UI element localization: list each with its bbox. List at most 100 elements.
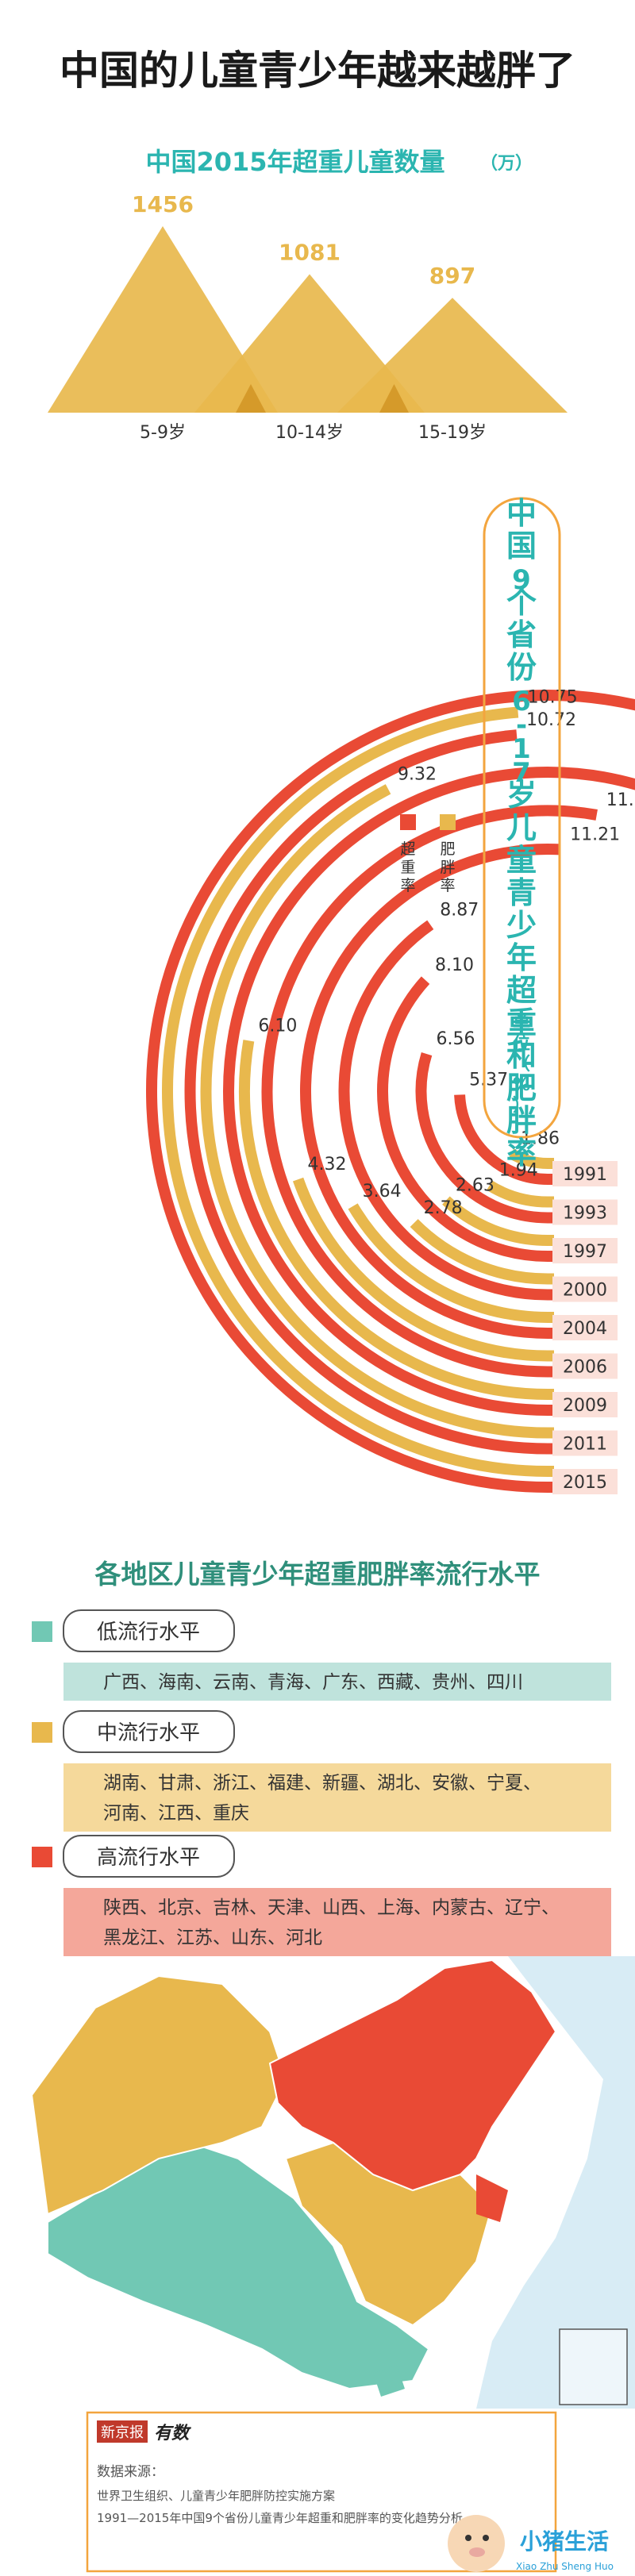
svg-text:6: 6 [512,686,531,717]
svg-text:位: 位 [513,1033,530,1054]
year-label: 1997 [563,1242,607,1262]
population-chart-title: 中国2015年超重儿童数量 [145,147,444,177]
rate-value-label: 1.94 [499,1161,538,1181]
year-label: 1993 [563,1204,607,1224]
year-band [552,1469,618,1494]
level-pill [63,1835,235,1878]
year-label: 2015 [563,1473,607,1493]
svg-text:超: 超 [506,973,537,1008]
region-low-hainan [373,2365,405,2397]
svg-text:青: 青 [506,875,537,910]
year-bands: 1991 1993 1997 2000 2004 2006 2009 2011 2015 [552,1161,618,1494]
mountain-category-label: 10-14岁 [275,423,344,443]
obese-arc [410,1219,554,1285]
legend-label: 超 [400,840,415,858]
region-low-southwest [47,2141,430,2390]
obese-arc [508,1148,554,1169]
mountain-value-label: 1456 [132,191,194,217]
logo-pig-icon [448,2515,505,2572]
mountain-value-label: 1081 [279,240,341,266]
rate-value-label: 2.63 [456,1176,495,1196]
svg-text:省: 省 [506,617,537,652]
svg-text:9: 9 [512,564,531,596]
province-list: 陕西、北京、吉林、天津、山西、上海、内蒙古、辽宁、 [103,1897,560,1918]
mountain-3 [337,298,568,413]
year-band [552,1353,618,1379]
svg-text:）: ） [513,1096,530,1116]
svg-text:中: 中 [506,496,537,531]
legend-label: 胖 [440,859,455,876]
year-band [552,1430,618,1456]
regions-title: 各地区儿童青少年超重肥胖率流行水平 [94,1559,541,1590]
level-pill [63,1710,235,1753]
rate-value-label: 8.87 [440,900,479,920]
year-band [552,1276,618,1302]
svg-text:少: 少 [506,908,537,943]
china-map [0,1956,635,2409]
year-label: 2004 [563,1319,607,1339]
page-title: 中国的儿童青少年越来越胖了 [60,48,575,94]
legend-label: 率 [440,877,455,894]
svg-text:%: % [513,1075,530,1095]
logo-text: 小猪生活 [520,2528,609,2555]
region-high-north [268,1959,557,2192]
rate-value-label: 11.64 [606,790,635,810]
overweight-arc [415,1052,554,1224]
svg-text:率: 率 [506,1136,537,1171]
legend-label: 重 [400,859,415,876]
year-label: 1991 [563,1165,607,1185]
year-band [552,1161,618,1186]
svg-text:1: 1 [512,733,531,765]
logo-pinyin: Xiao Zhu Sheng Huo [516,2561,614,2572]
obese-arc [292,1177,554,1362]
svg-text:国: 国 [506,529,537,563]
rate-value-label: 10.72 [526,710,576,730]
year-label: 2009 [563,1396,607,1416]
source-line-1: 世界卫生组织、儿童青少年肥胖防控实施方案 [97,2489,335,2503]
rate-value-label: 4.32 [308,1155,347,1175]
province-list: 湖南、甘肃、浙江、福建、新疆、湖北、安徽、宁夏、 [103,1773,541,1794]
province-list: 黑龙江、江苏、山东、河北 [103,1928,322,1948]
rate-title-frame [483,497,561,1139]
mountain-overlap [236,384,266,413]
region-levels: 低流行水平广西、海南、云南、青海、广东、西藏、贵州、四川中流行水平湖南、甘肃、浙… [32,1609,611,1956]
brand-name: 新京报 [101,2424,144,2441]
province-box [64,1888,611,1956]
level-label: 高流行水平 [97,1846,200,1870]
svg-text:童: 童 [506,843,537,878]
overweight-arc [299,844,561,1339]
rate-value-label: 2.78 [424,1198,463,1218]
svg-text:个: 个 [506,585,537,620]
brand-sub: 有数 [154,2424,191,2443]
level-pill [63,1609,235,1652]
svg-text:儿: 儿 [506,810,537,845]
overweight-arc [454,1094,554,1185]
legend-swatch-overweight [400,814,416,830]
rate-value-label: 5.37 [469,1070,508,1090]
rate-value-label: 11.21 [570,825,620,844]
level-swatch [32,1847,52,1867]
overweight-arc [184,729,554,1455]
population-chart: 中国2015年超重儿童数量 （万） 14565-9岁108110-14岁8971… [48,147,568,443]
source-label: 数据来源： [97,2464,164,2480]
footer: 新京报 有数 数据来源： 世界卫生组织、儿童青少年肥胖防控实施方案 1991—2… [86,2411,614,2573]
rate-chart: 5.371.866.561.948.102.638.872.7811.213.6… [146,496,635,1494]
svg-text:重: 重 [506,1005,537,1040]
level-swatch [32,1621,52,1642]
rate-value-label: 8.10 [435,955,474,975]
obese-arc [442,1196,554,1246]
south-sea-inset [559,2328,628,2405]
year-band [552,1238,618,1263]
svg-text:-: - [516,709,527,741]
obese-arc [162,706,554,1477]
mountain-overlap [379,384,409,413]
mountain-category-label: 15-19岁 [418,423,487,443]
svg-text:和: 和 [506,1038,537,1073]
region-mid-xinjiang [30,1974,287,2216]
legend-label: 率 [400,877,415,894]
obese-arc [348,1203,554,1323]
brand-badge [97,2420,148,2443]
overweight-arc [223,767,635,1416]
year-band [552,1315,618,1340]
